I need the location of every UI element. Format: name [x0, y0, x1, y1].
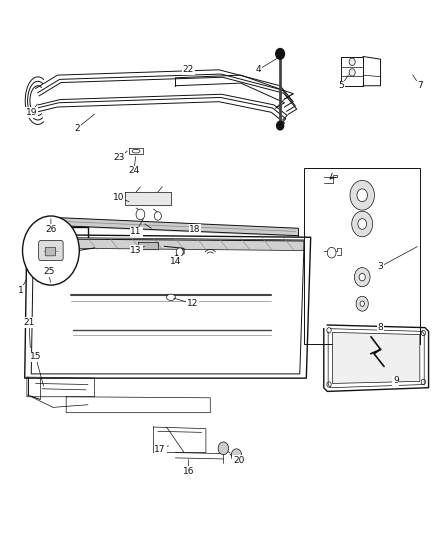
- Text: 9: 9: [393, 376, 399, 385]
- Circle shape: [327, 247, 336, 258]
- Bar: [304, 168, 420, 344]
- Polygon shape: [332, 333, 420, 383]
- Text: 13: 13: [130, 246, 142, 255]
- Text: 25: 25: [43, 268, 54, 276]
- Circle shape: [136, 209, 145, 220]
- Polygon shape: [125, 192, 171, 205]
- Circle shape: [22, 216, 79, 285]
- Text: 11: 11: [130, 228, 142, 237]
- Text: 5: 5: [339, 81, 344, 90]
- Text: 19: 19: [25, 108, 37, 117]
- Polygon shape: [33, 237, 304, 251]
- Circle shape: [349, 58, 355, 66]
- Text: 12: 12: [187, 299, 198, 308]
- Circle shape: [360, 301, 364, 306]
- Circle shape: [359, 273, 365, 281]
- Circle shape: [276, 49, 285, 59]
- Text: 7: 7: [417, 81, 423, 90]
- Circle shape: [231, 449, 242, 462]
- FancyBboxPatch shape: [45, 247, 56, 256]
- Circle shape: [350, 180, 374, 210]
- Text: 8: 8: [378, 323, 383, 332]
- Text: 3: 3: [378, 262, 383, 271]
- Circle shape: [358, 219, 367, 229]
- Text: 17: 17: [154, 446, 166, 455]
- Text: 18: 18: [189, 225, 201, 234]
- Text: 26: 26: [45, 225, 57, 234]
- Ellipse shape: [166, 294, 175, 301]
- Circle shape: [354, 268, 370, 287]
- Polygon shape: [138, 242, 158, 249]
- Text: 4: 4: [255, 66, 261, 74]
- Circle shape: [356, 296, 368, 311]
- Text: 1: 1: [18, 286, 23, 295]
- Circle shape: [154, 212, 161, 220]
- Text: 16: 16: [183, 467, 194, 475]
- Text: 23: 23: [113, 153, 124, 162]
- Circle shape: [421, 379, 426, 384]
- FancyBboxPatch shape: [39, 240, 63, 261]
- Text: 14: 14: [170, 257, 181, 265]
- Circle shape: [327, 382, 331, 387]
- Text: 21: 21: [23, 318, 35, 327]
- Text: 20: 20: [233, 456, 244, 465]
- Circle shape: [327, 328, 331, 333]
- Circle shape: [352, 211, 373, 237]
- Circle shape: [357, 189, 367, 201]
- Text: 15: 15: [30, 352, 41, 361]
- Text: 10: 10: [113, 193, 124, 202]
- Text: 2: 2: [74, 124, 80, 133]
- Circle shape: [349, 69, 355, 76]
- Circle shape: [421, 330, 426, 336]
- Circle shape: [176, 248, 183, 256]
- Text: 22: 22: [183, 66, 194, 74]
- Circle shape: [277, 122, 284, 130]
- Text: 24: 24: [128, 166, 139, 175]
- Circle shape: [218, 442, 229, 455]
